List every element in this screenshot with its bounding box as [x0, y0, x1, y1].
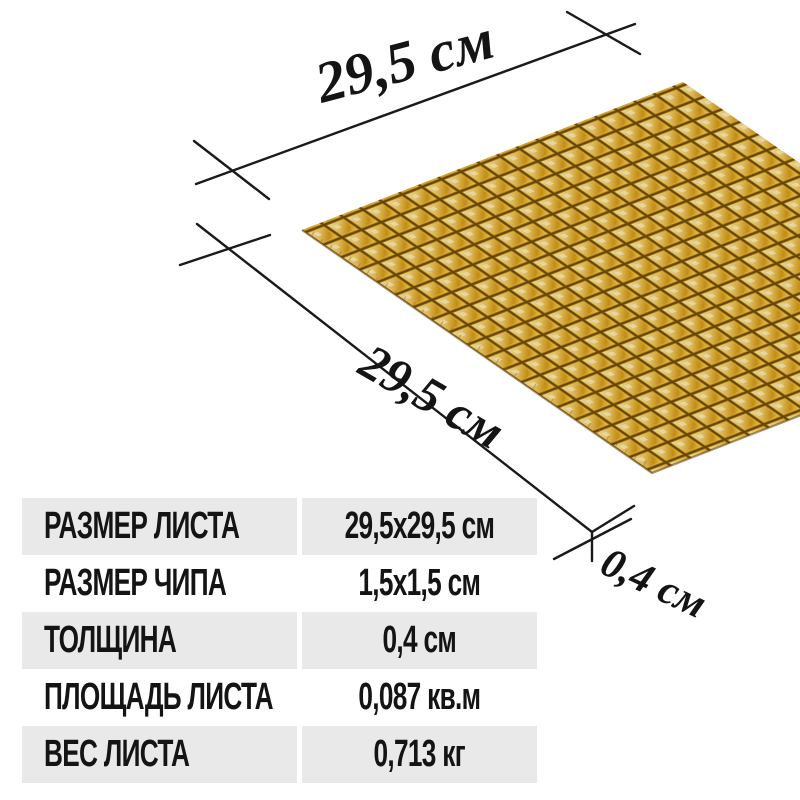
- svg-text:0,4 см: 0,4 см: [594, 539, 714, 627]
- svg-text:29,5 см: 29,5 см: [308, 6, 501, 116]
